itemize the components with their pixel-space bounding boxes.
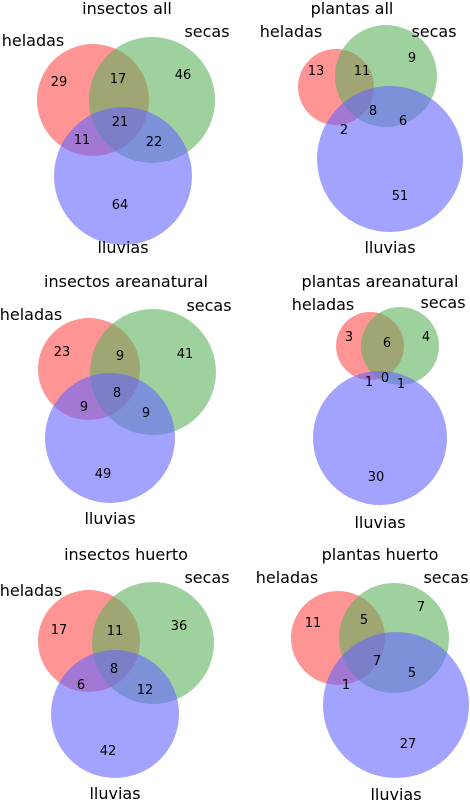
venn-insectos-huerto: insectos huerto heladas secas lluvias 17…	[0, 545, 230, 801]
count-secas-only: 36	[171, 619, 188, 634]
count-secas-only: 9	[408, 51, 416, 66]
venn-title: plantas all	[311, 0, 394, 18]
label-heladas: heladas	[2, 31, 65, 50]
count-heladas-lluvias: 11	[74, 133, 91, 148]
label-heladas: heladas	[0, 581, 62, 600]
circle-lluvias	[54, 107, 192, 245]
label-heladas: heladas	[292, 295, 355, 314]
venn-title: plantas huerto	[322, 545, 439, 564]
count-lluvias-only: 64	[112, 198, 129, 213]
label-heladas: heladas	[256, 568, 319, 587]
count-secas-lluvias: 6	[399, 114, 407, 129]
count-heladas-lluvias: 1	[365, 375, 373, 390]
count-secas-only: 46	[175, 68, 192, 83]
label-secas: secas	[411, 22, 456, 41]
label-secas: secas	[420, 293, 465, 312]
label-heladas: heladas	[260, 22, 323, 41]
venn-title: insectos huerto	[64, 545, 188, 564]
circle-lluvias	[323, 632, 469, 778]
count-heladas-only: 17	[51, 623, 68, 638]
count-heladas-secas: 11	[107, 624, 124, 639]
count-heladas-only: 13	[308, 64, 325, 79]
venn-title: insectos areanatural	[44, 272, 208, 291]
count-secas-only: 4	[422, 330, 430, 345]
count-secas-lluvias: 5	[408, 666, 416, 681]
label-lluvias: lluvias	[84, 509, 135, 528]
count-all-three: 8	[110, 662, 118, 677]
count-lluvias-only: 51	[392, 189, 409, 204]
count-heladas-lluvias: 1	[342, 678, 350, 693]
count-heladas-only: 23	[54, 345, 71, 360]
count-secas-lluvias: 9	[142, 406, 150, 421]
count-heladas-only: 11	[305, 616, 322, 631]
count-heladas-only: 3	[345, 330, 353, 345]
count-heladas-secas: 11	[354, 64, 371, 79]
count-heladas-secas: 5	[360, 613, 368, 628]
circle-lluvias	[313, 371, 447, 505]
circle-lluvias	[51, 650, 179, 778]
label-lluvias: lluvias	[89, 784, 140, 801]
label-lluvias: lluvias	[97, 238, 148, 257]
count-heladas-lluvias: 2	[340, 123, 348, 138]
count-heladas-only: 29	[51, 75, 68, 90]
count-lluvias-only: 30	[368, 470, 385, 485]
count-secas-only: 41	[177, 347, 194, 362]
count-secas-lluvias: 22	[146, 135, 163, 150]
circle-secas	[361, 307, 439, 385]
label-lluvias: lluvias	[354, 513, 405, 532]
venn-plantas-areanatural: plantas areanatural heladas secas lluvia…	[292, 272, 466, 532]
count-all-three: 0	[381, 371, 389, 386]
label-secas: secas	[186, 296, 231, 315]
count-heladas-lluvias: 9	[80, 400, 88, 415]
count-lluvias-only: 42	[100, 744, 117, 759]
venn-plantas-all: plantas all heladas secas lluvias 13 9 5…	[260, 0, 463, 257]
count-heladas-secas: 17	[110, 72, 127, 87]
label-secas: secas	[184, 568, 229, 587]
venn-insectos-areanatural: insectos areanatural heladas secas lluvi…	[0, 272, 232, 528]
count-lluvias-only: 27	[400, 737, 417, 752]
venn-insectos-all: insectos all heladas secas lluvias 29 46…	[2, 0, 230, 257]
count-secas-lluvias: 1	[397, 377, 405, 392]
count-all-three: 7	[373, 654, 381, 669]
count-secas-lluvias: 12	[137, 683, 154, 698]
venn-title: plantas areanatural	[302, 272, 459, 291]
circle-lluvias	[45, 373, 175, 503]
count-secas-only: 7	[417, 600, 425, 615]
count-heladas-secas: 6	[383, 336, 391, 351]
count-all-three: 8	[369, 104, 377, 119]
count-lluvias-only: 49	[95, 467, 112, 482]
count-heladas-secas: 9	[116, 349, 124, 364]
venn-plantas-huerto: plantas huerto heladas secas lluvias 11 …	[256, 545, 469, 801]
count-all-three: 21	[112, 115, 129, 130]
count-all-three: 8	[113, 386, 121, 401]
venn-title: insectos all	[82, 0, 172, 18]
count-heladas-lluvias: 6	[77, 678, 85, 693]
label-heladas: heladas	[0, 305, 62, 324]
label-secas: secas	[423, 568, 468, 587]
circle-lluvias	[317, 86, 463, 232]
label-lluvias: lluvias	[364, 238, 415, 257]
label-lluvias: lluvias	[370, 785, 421, 801]
label-secas: secas	[184, 22, 229, 41]
